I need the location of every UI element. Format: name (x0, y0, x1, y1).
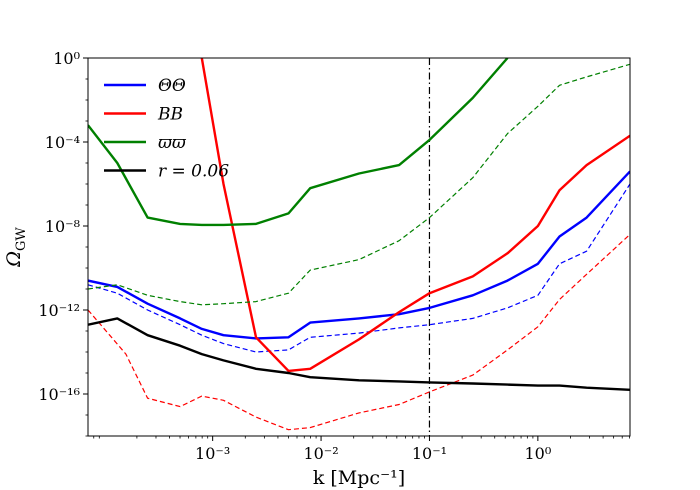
x-tick-label: 10⁻³ (195, 444, 230, 463)
y-tick-label: 10⁻⁸ (45, 217, 80, 236)
series-line-varpi-varpi (88, 58, 509, 227)
series-layer (88, 58, 630, 436)
series-line-bb (200, 58, 630, 373)
legend-label-bb: BB (157, 105, 183, 125)
legend-label-varpi-varpi: ϖϖ (158, 133, 187, 153)
ticks-layer: 10⁻³ 10⁻² 10⁻¹ 10⁰ 10⁰ 10⁻⁴ 10⁻⁸ 10⁻¹² 10⁻¹⁶ (38, 49, 630, 463)
series-line-varpi-varpi-dashed (88, 63, 630, 306)
legend-label-theta-theta: ΘΘ (158, 76, 186, 96)
y-tick-label: 10⁰ (53, 49, 80, 68)
legend: ΘΘ BB ϖϖ r = 0.06 (104, 76, 229, 182)
y-axis-label: ΩGW (3, 227, 29, 268)
plot-area (88, 58, 630, 436)
x-tick-label: 10⁻² (303, 444, 338, 463)
x-tick-label: 10⁰ (524, 444, 551, 463)
series-line-bb-dashed (88, 233, 630, 431)
svg-text:ΩGW: ΩGW (3, 227, 29, 268)
x-tick-label: 10⁻¹ (412, 444, 447, 463)
y-tick-label: 10⁻¹⁶ (38, 385, 80, 404)
series-line-r-0.06 (88, 317, 630, 391)
y-tick-label: 10⁻¹² (38, 301, 80, 320)
legend-label-r-0.06: r = 0.06 (158, 162, 229, 182)
y-tick-label: 10⁻⁴ (45, 133, 80, 152)
series-line-theta-theta (88, 170, 630, 340)
x-axis-label: k [Mpc⁻¹] (313, 467, 405, 489)
